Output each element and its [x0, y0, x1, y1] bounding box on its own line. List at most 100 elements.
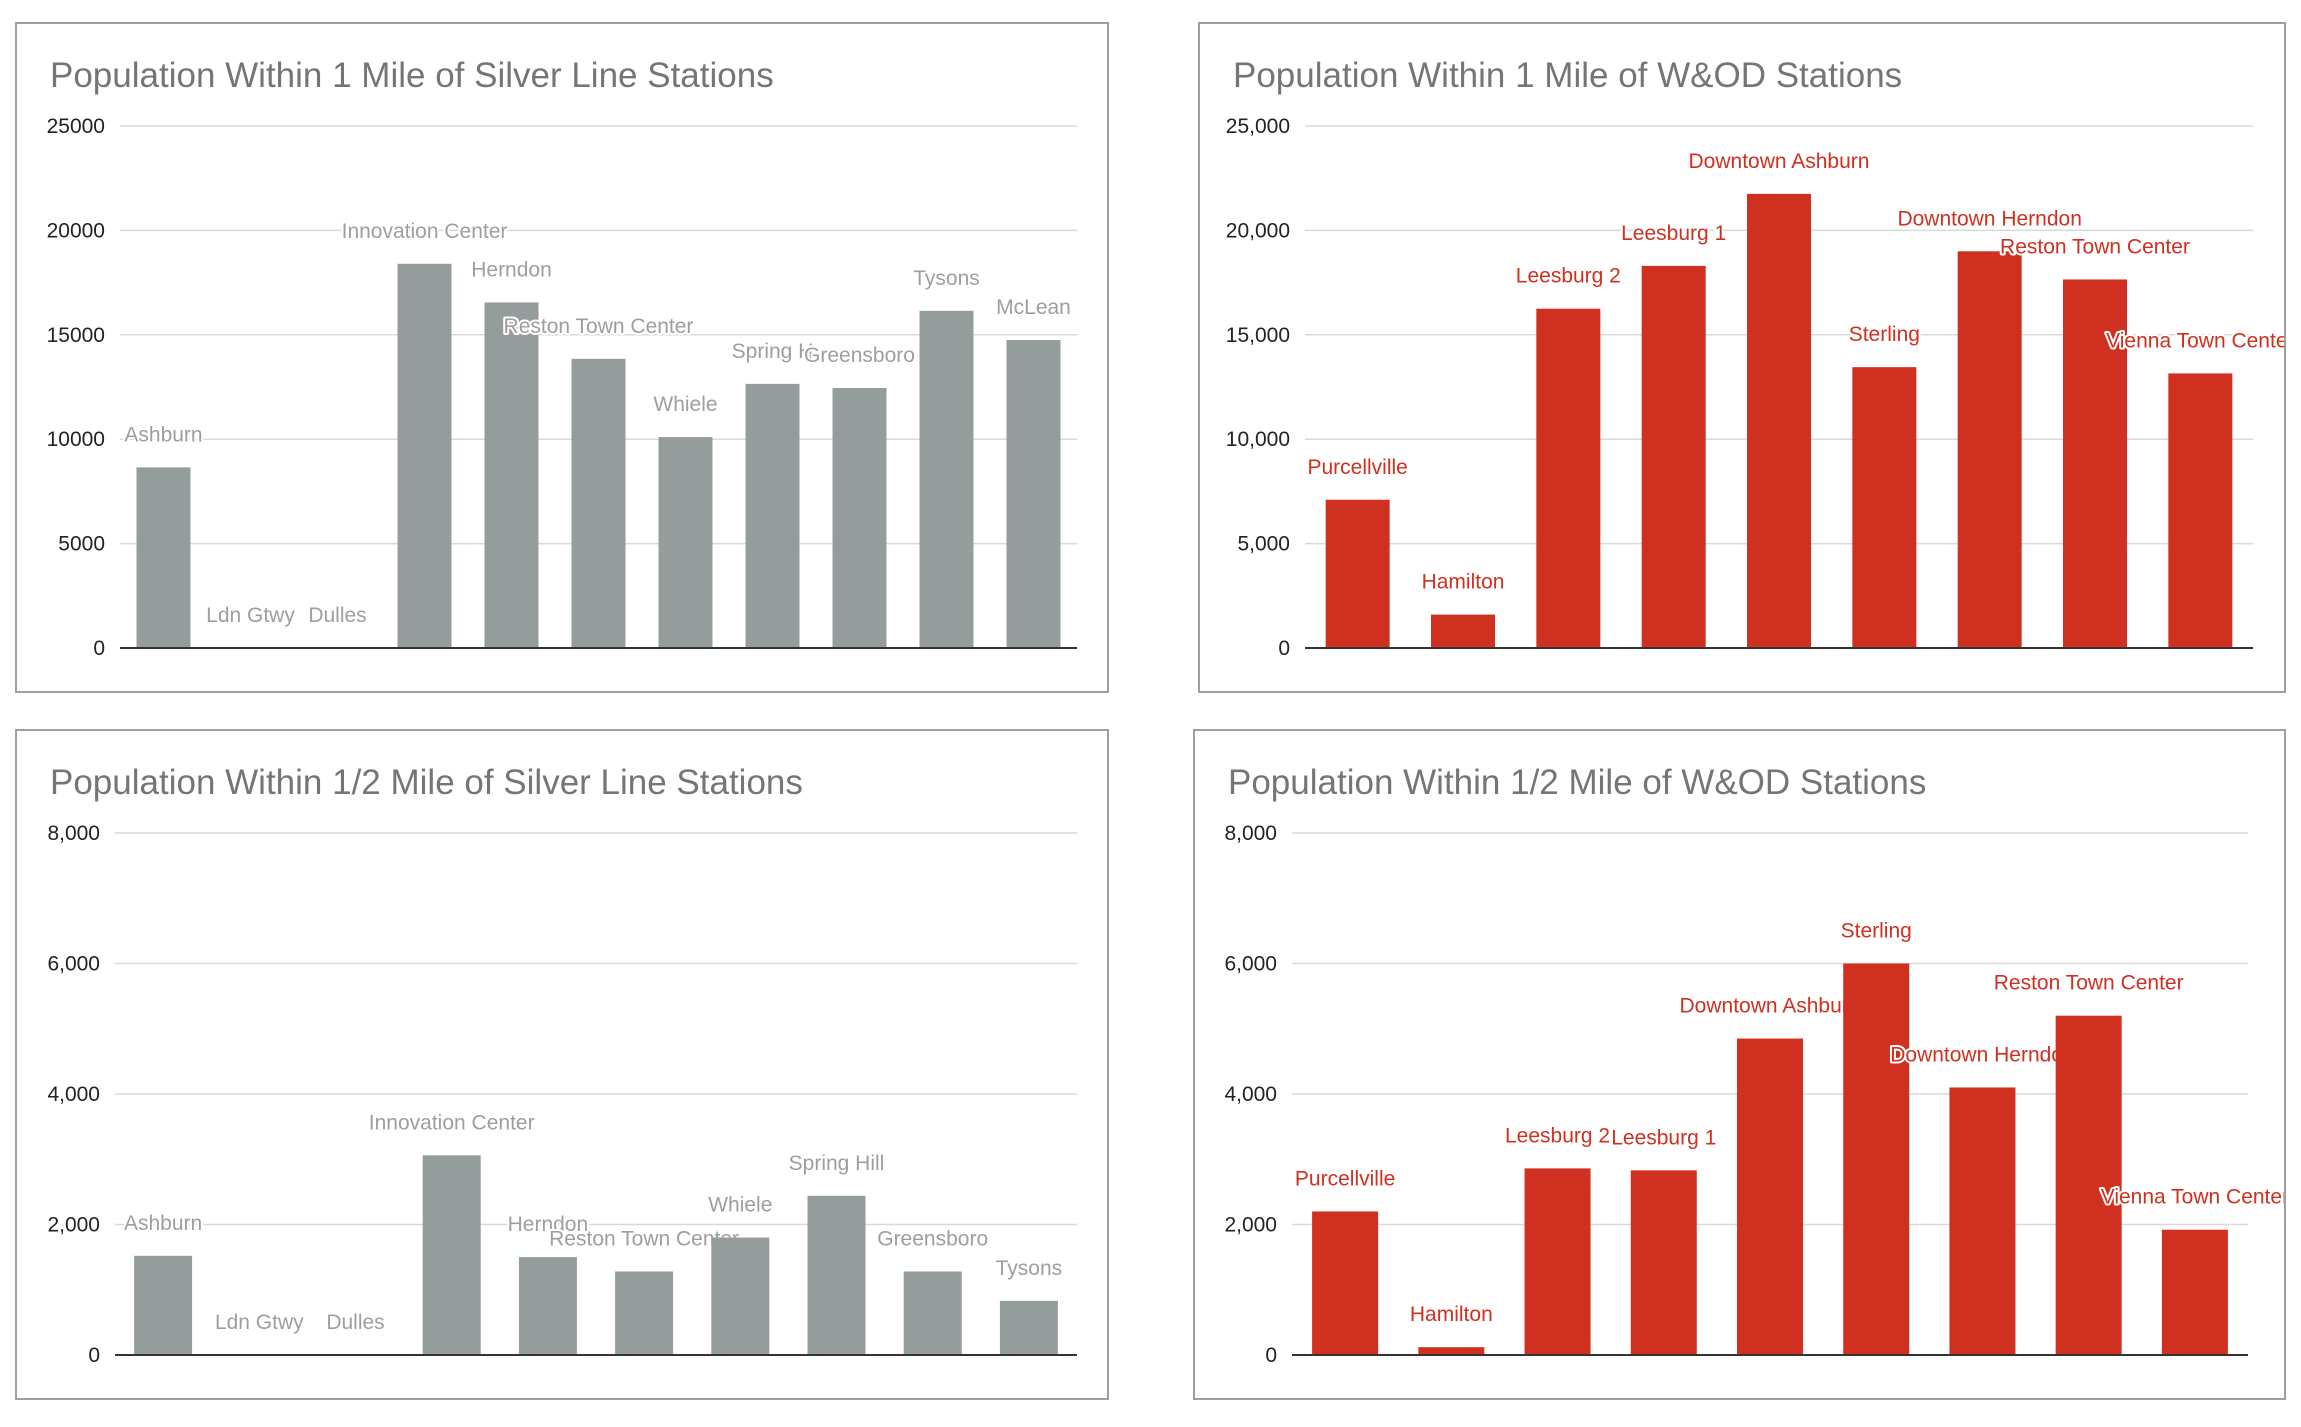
bar-vienna-town-center: [2168, 373, 2233, 648]
data-label: Ashburn: [124, 1212, 202, 1235]
data-label: Hamilton: [1422, 571, 1505, 594]
bar-leesburg-1: [1641, 265, 1706, 648]
bar-sterling: [1852, 367, 1917, 648]
bar-innovation-center: [422, 1155, 481, 1355]
data-label: Ashburn: [124, 423, 202, 446]
bar-vienna-town-center: [2161, 1229, 2228, 1355]
data-label: Spring H: [732, 340, 814, 363]
bar-reston-town-center: [2055, 1015, 2122, 1355]
data-label: Ldn Gtwy: [206, 604, 295, 627]
bar-whiele: [711, 1237, 770, 1355]
bar-greensboro: [832, 388, 887, 648]
y-tick-label: 10,000: [1226, 428, 1290, 451]
bar-sterling: [1843, 963, 1910, 1355]
data-label: Whiele: [708, 1194, 772, 1217]
y-tick-label: 6,000: [47, 953, 100, 976]
chart-title: Population Within 1 Mile of Silver Line …: [50, 56, 774, 95]
data-label: Sterling: [1849, 323, 1920, 346]
data-label: Vienna Town Center: [2101, 1186, 2284, 1209]
data-label: Whiele: [653, 393, 717, 416]
y-tick-label: 5,000: [1237, 533, 1290, 556]
data-label: Sterling: [1841, 920, 1912, 943]
y-tick-label: 8,000: [1224, 822, 1277, 845]
bar-greensboro: [903, 1271, 962, 1355]
y-tick-label: 15,000: [1226, 324, 1290, 347]
bar-herndon: [484, 302, 539, 648]
y-tick-label: 8,000: [47, 822, 100, 845]
bar-downtown-ashburn: [1747, 193, 1811, 649]
bar-herndon: [518, 1257, 577, 1355]
chart-title: Population Within 1/2 Mile of Silver Lin…: [50, 763, 803, 802]
bar-ashburn: [134, 1255, 193, 1355]
y-tick-label: 0: [88, 1344, 100, 1367]
data-label: Purcellville: [1307, 456, 1407, 479]
data-label: Innovation Center: [369, 1111, 535, 1134]
data-label: Reston Town Center: [2000, 235, 2190, 258]
bar-spring-hill: [745, 383, 800, 648]
data-label: Dulles: [326, 1311, 384, 1334]
bar-spring-hill: [807, 1195, 866, 1355]
y-tick-label: 0: [93, 637, 105, 660]
bar-leesburg-1: [1630, 1170, 1697, 1355]
chart-title: Population Within 1/2 Mile of W&OD Stati…: [1228, 763, 1926, 802]
bar-whiele: [658, 437, 713, 648]
bar-reston-town-center: [2063, 279, 2127, 648]
bar-hamilton: [1418, 1347, 1485, 1355]
bar-reston-town-center: [571, 358, 626, 648]
y-tick-label: 20000: [47, 219, 105, 242]
chart-wod-halfmile: Population Within 1/2 Mile of W&OD Stati…: [1224, 763, 2284, 1367]
data-label: Hamilton: [1410, 1303, 1493, 1326]
data-label: Reston Town Center: [504, 315, 694, 338]
data-label: Ldn Gtwy: [215, 1311, 304, 1334]
data-label: Downtown Ashburn: [1689, 150, 1870, 173]
bar-mclean: [1006, 340, 1061, 648]
data-label: Dulles: [308, 604, 366, 627]
chart-title: Population Within 1 Mile of W&OD Station…: [1233, 56, 1902, 95]
chart-panel-silver-halfmile: Population Within 1/2 Mile of Silver Lin…: [15, 729, 1109, 1400]
y-tick-label: 2,000: [47, 1214, 100, 1237]
y-tick-label: 25,000: [1226, 115, 1290, 138]
y-tick-label: 0: [1278, 637, 1290, 660]
y-tick-label: 5000: [58, 533, 105, 556]
y-tick-label: 4,000: [47, 1083, 100, 1106]
data-label: Vienna Town Center: [2106, 329, 2284, 352]
data-label: Downtown Herndon: [1897, 207, 2081, 230]
data-label: Innovation Center: [342, 220, 508, 243]
bar-reston-town-center: [615, 1271, 674, 1355]
bar-purcellville: [1312, 1211, 1379, 1355]
chart-panel-silver-1mile: Population Within 1 Mile of Silver Line …: [15, 22, 1109, 693]
data-label: Downtown Ashburn: [1680, 995, 1861, 1018]
data-label: Spring Hill: [789, 1152, 885, 1175]
data-label: Tysons: [996, 1257, 1063, 1280]
bar-downtown-herndon: [1957, 251, 2022, 648]
chart-silver-halfmile: Population Within 1/2 Mile of Silver Lin…: [47, 763, 1077, 1367]
chart-panel-wod-1mile: Population Within 1 Mile of W&OD Station…: [1198, 22, 2286, 693]
data-label: Leesburg 1: [1621, 222, 1726, 245]
data-label: Downtown Herndon: [1890, 1043, 2074, 1066]
bar-leesburg-2: [1524, 1168, 1591, 1355]
data-label: Greensboro: [877, 1227, 988, 1250]
data-label: Greensboro: [804, 344, 915, 367]
y-tick-label: 10000: [47, 428, 105, 451]
bar-tysons: [999, 1300, 1058, 1355]
y-tick-label: 2,000: [1224, 1214, 1277, 1237]
y-tick-label: 25000: [47, 115, 105, 138]
data-label: Reston Town Center: [1994, 972, 2184, 995]
data-label: Leesburg 2: [1516, 265, 1621, 288]
chart-panel-wod-halfmile: Population Within 1/2 Mile of W&OD Stati…: [1193, 729, 2286, 1400]
y-tick-label: 15000: [47, 324, 105, 347]
bar-ashburn: [136, 467, 191, 648]
bar-hamilton: [1431, 614, 1495, 648]
y-tick-label: 0: [1265, 1344, 1277, 1367]
data-label: Reston Town Center: [549, 1227, 739, 1250]
y-tick-label: 6,000: [1224, 953, 1277, 976]
data-label: Herndon: [471, 258, 552, 281]
bar-downtown-ashburn: [1737, 1038, 1803, 1355]
y-tick-label: 20,000: [1226, 219, 1290, 242]
data-label: Leesburg 1: [1611, 1126, 1716, 1149]
bar-leesburg-2: [1536, 308, 1601, 648]
data-label: McLean: [996, 296, 1071, 319]
bar-purcellville: [1325, 499, 1390, 648]
chart-silver-1mile: Population Within 1 Mile of Silver Line …: [47, 56, 1077, 660]
data-label: Herndon: [508, 1213, 589, 1236]
